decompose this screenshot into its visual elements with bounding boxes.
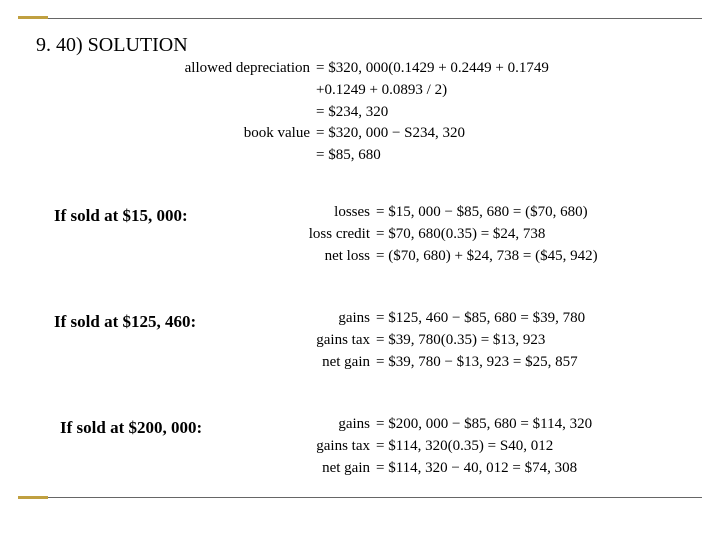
eq-rhs: = $70, 680(0.35) = $24, 738 [376, 224, 545, 246]
eq-a2: loss credit = $70, 680(0.35) = $24, 738 [280, 224, 598, 246]
eq-lhs: allowed depreciation [150, 58, 316, 80]
eq-rhs: = $320, 000 − S234, 320 [316, 123, 465, 145]
eq-c2: gains tax = $114, 320(0.35) = S40, 012 [280, 436, 592, 458]
eq-c3: net gain = $114, 320 − 40, 012 = $74, 30… [280, 458, 592, 480]
eq-rhs: = $320, 000(0.1429 + 0.2449 + 0.1749 [316, 58, 549, 80]
eq-rhs: = $200, 000 − $85, 680 = $114, 320 [376, 414, 592, 436]
eq-c1: gains = $200, 000 − $85, 680 = $114, 320 [280, 414, 592, 436]
slide: 9. 40) SOLUTION allowed depreciation = $… [0, 0, 720, 540]
eq-lhs: loss credit [280, 224, 376, 246]
eq-bv-1b: = $85, 680 [150, 145, 549, 167]
eq-b3: net gain = $39, 780 − $13, 923 = $25, 85… [280, 352, 585, 374]
eq-lhs: gains [280, 414, 376, 436]
eq-bv-1: book value = $320, 000 − S234, 320 [150, 123, 549, 145]
eq-b1: gains = $125, 460 − $85, 680 = $39, 780 [280, 308, 585, 330]
eq-lhs: net loss [280, 246, 376, 268]
eq-lhs: gains tax [280, 436, 376, 458]
eq-lhs: net gain [280, 352, 376, 374]
scenario-b-label: If sold at $125, 460: [54, 312, 196, 332]
eq-rhs: = $234, 320 [316, 102, 388, 124]
eq-a3: net loss = ($70, 680) + $24, 738 = ($45,… [280, 246, 598, 268]
eq-lhs-empty [150, 145, 316, 167]
scenario-a-block: losses = $15, 000 − $85, 680 = ($70, 680… [280, 202, 598, 267]
eq-rhs: = $39, 780(0.35) = $13, 923 [376, 330, 545, 352]
eq-rhs: = $114, 320(0.35) = S40, 012 [376, 436, 553, 458]
scenario-c-block: gains = $200, 000 − $85, 680 = $114, 320… [280, 414, 592, 479]
bottom-accent [18, 496, 48, 499]
eq-b2: gains tax = $39, 780(0.35) = $13, 923 [280, 330, 585, 352]
eq-lhs: gains [280, 308, 376, 330]
top-accent [18, 16, 48, 19]
eq-lhs: gains tax [280, 330, 376, 352]
scenario-c-label: If sold at $200, 000: [60, 418, 202, 438]
eq-rhs: +0.1249 + 0.0893 / 2) [316, 80, 447, 102]
eq-depr-1c: = $234, 320 [150, 102, 549, 124]
depreciation-block: allowed depreciation = $320, 000(0.1429 … [150, 58, 549, 167]
scenario-b-block: gains = $125, 460 − $85, 680 = $39, 780 … [280, 308, 585, 373]
eq-a1: losses = $15, 000 − $85, 680 = ($70, 680… [280, 202, 598, 224]
eq-rhs: = $125, 460 − $85, 680 = $39, 780 [376, 308, 585, 330]
eq-lhs: book value [150, 123, 316, 145]
eq-rhs: = $114, 320 − 40, 012 = $74, 308 [376, 458, 577, 480]
eq-depr-1b: +0.1249 + 0.0893 / 2) [150, 80, 549, 102]
bottom-rule [18, 497, 702, 498]
eq-rhs: = ($70, 680) + $24, 738 = ($45, 942) [376, 246, 598, 268]
eq-lhs: net gain [280, 458, 376, 480]
eq-lhs: losses [280, 202, 376, 224]
eq-rhs: = $15, 000 − $85, 680 = ($70, 680) [376, 202, 588, 224]
eq-rhs: = $85, 680 [316, 145, 381, 167]
eq-lhs-empty [150, 102, 316, 124]
eq-depr-1: allowed depreciation = $320, 000(0.1429 … [150, 58, 549, 80]
top-rule [18, 18, 702, 19]
eq-lhs-empty [150, 80, 316, 102]
eq-rhs: = $39, 780 − $13, 923 = $25, 857 [376, 352, 578, 374]
slide-title: 9. 40) SOLUTION [36, 34, 690, 57]
scenario-a-label: If sold at $15, 000: [54, 206, 188, 226]
